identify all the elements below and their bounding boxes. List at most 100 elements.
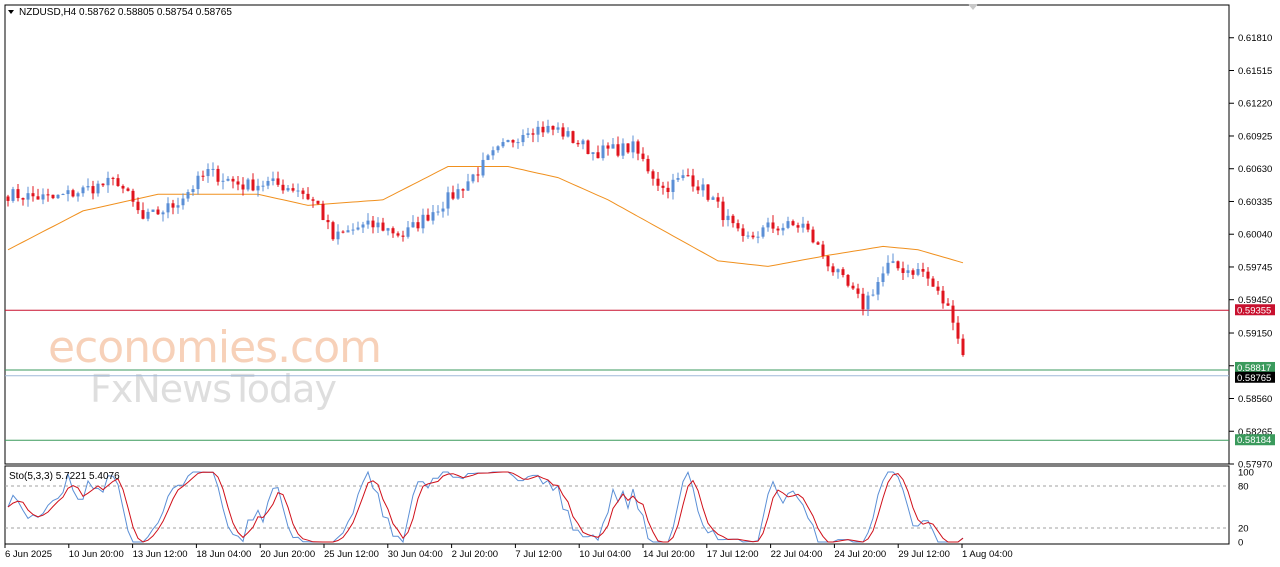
candle [401,230,405,242]
candle [501,138,505,149]
stochastic-tick-label: 100 [1238,468,1254,479]
time-tick-label: 2 Jul 20:00 [452,549,498,560]
time-tick-label: 29 Jul 12:00 [898,549,950,560]
candle [306,187,310,201]
candle [36,188,40,200]
candle [21,197,25,206]
candle [331,220,335,241]
chart-menu-triangle-icon[interactable] [8,10,14,14]
candle [191,185,195,196]
candle [141,202,145,220]
candle [351,223,355,235]
candle [926,267,930,286]
candle [251,173,255,192]
candle [281,179,285,194]
candle [791,219,795,227]
candle [651,169,655,186]
candle [316,200,320,205]
candle [396,231,400,238]
candle [626,143,630,154]
candle [656,171,660,192]
price-tick-label: 0.57970 [1238,460,1272,471]
candle [816,241,820,245]
candle [346,225,350,233]
candle [881,266,885,287]
candle [81,185,85,197]
price-tag: 0.59355 [1235,304,1275,316]
candle [821,240,825,259]
candle [796,222,800,233]
price-tick-label: 0.60925 [1238,131,1272,142]
candles [6,119,965,357]
candle [531,128,535,143]
candle [76,191,80,202]
candle [461,188,465,198]
candle [291,183,295,193]
candle [436,205,440,216]
candle [951,300,955,331]
candle [206,163,210,183]
candle [641,147,645,162]
candle [26,186,30,207]
candle [621,138,625,160]
candle [836,268,840,279]
price-tag: 0.58817 [1235,361,1275,374]
candle [241,177,245,196]
price-tag-label: 0.58765 [1237,373,1271,384]
candle [366,213,370,229]
candle [686,168,690,177]
candle [211,162,215,177]
candle [536,120,540,143]
price-tick-label: 0.58265 [1238,427,1272,438]
candle [771,215,775,234]
candle [91,180,95,200]
candle [321,200,325,221]
price-tick-label: 0.60040 [1238,230,1272,241]
candle [931,276,935,287]
candle [581,138,585,150]
candle [706,184,710,202]
candle [606,142,610,156]
candle [601,139,605,161]
candle [151,209,155,212]
candle [391,226,395,238]
candle [6,194,10,207]
candle [676,172,680,183]
watermark-line1: economies.com [48,322,381,373]
time-tick-label: 17 Jul 12:00 [707,549,759,560]
candle [806,220,810,233]
candle [406,221,410,239]
candle [256,178,260,197]
candle [631,135,635,159]
moving-average-line [7,166,964,267]
candle [956,316,960,344]
candle [741,224,745,242]
candle [496,145,500,153]
candle [576,140,580,147]
candle [851,282,855,291]
time-tick-label: 13 Jun 12:00 [133,549,188,560]
time-tick-label: 10 Jul 04:00 [579,549,631,560]
candle [146,208,150,222]
main-chart-frame [4,4,1230,465]
candle [326,214,330,230]
candle [571,130,575,144]
candle [701,178,705,197]
candle [296,183,300,198]
candle [361,221,365,234]
candle [556,122,560,134]
watermark: economies.com FxNewsToday [48,322,382,411]
time-tick-label: 25 Jun 12:00 [324,549,379,560]
candle [846,274,850,288]
candle [856,283,860,299]
candle [51,194,55,200]
time-axis: 6 Jun 2025 10 Jun 20:00 13 Jun 12:00 18 Jun… [4,544,1013,560]
candle [761,225,765,239]
candle [286,185,290,192]
candle [841,267,845,278]
candle [541,121,545,138]
scroll-marker-icon[interactable] [968,4,978,10]
candle [86,178,90,191]
stochastic-tick-label: 0 [1238,538,1243,549]
